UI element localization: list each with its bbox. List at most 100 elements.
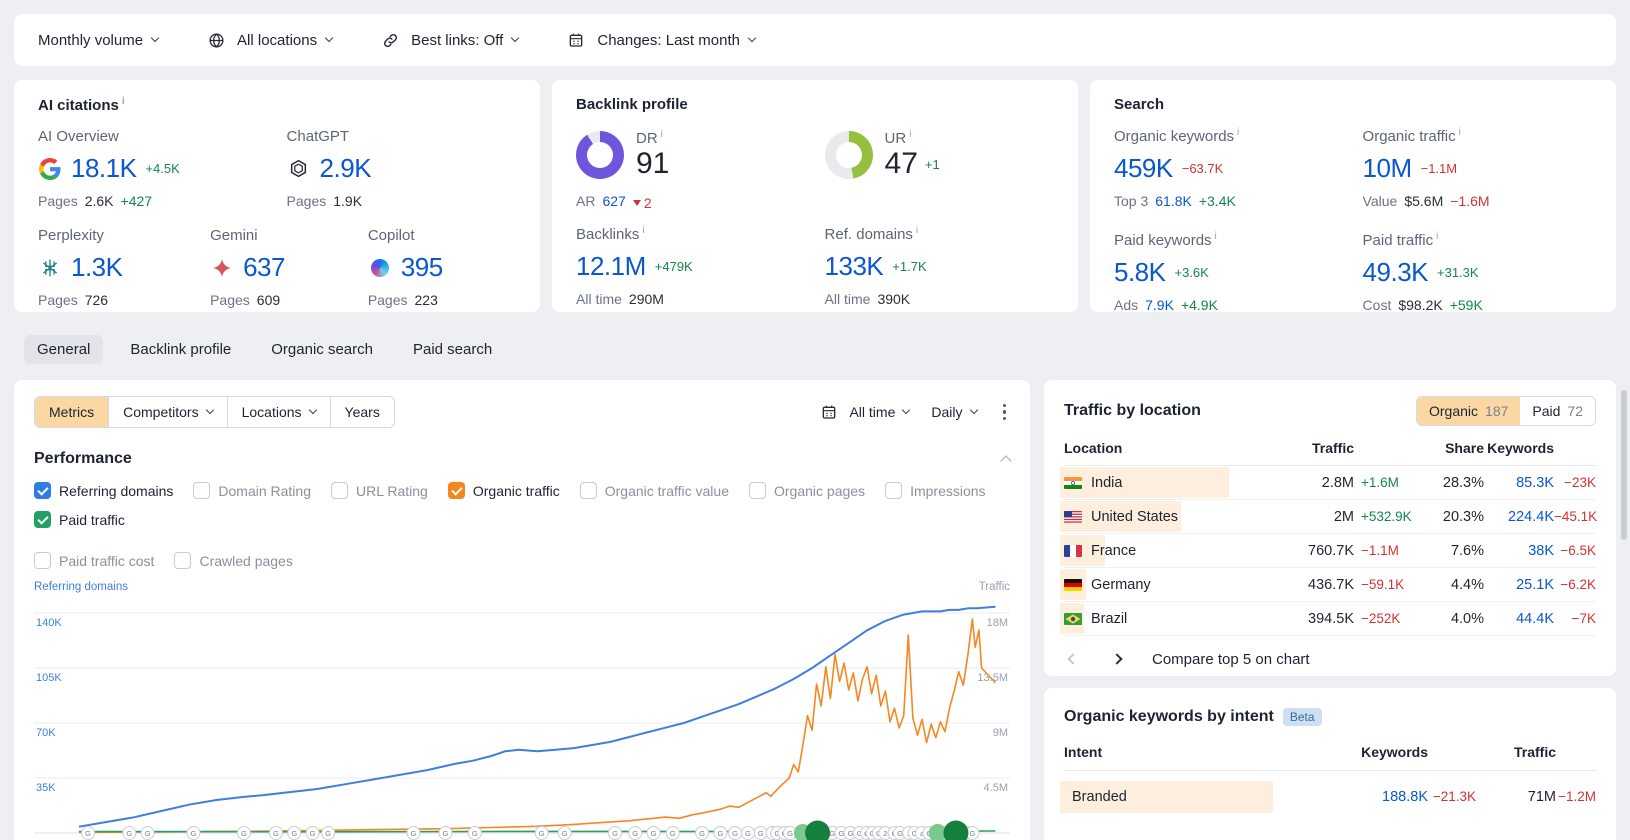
keywords-link[interactable]: 38K [1528, 542, 1554, 559]
intent-row-branded[interactable]: Branded 188.8K −21.3K 71M −1.2M [1060, 779, 1596, 815]
location-keywords: 44.4K −7K [1484, 611, 1596, 627]
paid-toggle-button[interactable]: Paid 72 [1520, 397, 1595, 425]
location-row-de[interactable]: Germany 436.7K −59.1K 4.4% 25.1K −6.2K [1060, 568, 1596, 602]
backlinks-alltime-value: 290M [628, 291, 664, 307]
info-icon: i [1458, 127, 1461, 138]
performance-chart[interactable]: 140K 18M 105K 13.5M 70K 9M 35K 4.5M G G G G G G G G G G G G… [34, 597, 1010, 840]
metric-checkbox-organic-traffic-value[interactable]: Organic traffic value [579, 482, 729, 499]
keywords-link[interactable]: 85.3K [1516, 474, 1554, 491]
filter-label: All locations [237, 31, 318, 49]
location-row-br[interactable]: Brazil 394.5K −252K 4.0% 44.4K −7K [1060, 602, 1596, 636]
metric-checkbox-paid-traffic-cost[interactable]: Paid traffic cost [34, 552, 154, 569]
svg-text:G: G [191, 829, 197, 838]
search-metric-1-value[interactable]: 10M [1362, 153, 1413, 183]
dr-value: 91 [636, 147, 670, 180]
tab-paid-search[interactable]: Paid search [412, 341, 493, 358]
segment-locations[interactable]: Locations [228, 397, 331, 427]
svg-text:G: G [126, 829, 132, 838]
filter-label: Monthly volume [38, 31, 144, 49]
search-metric-2-sub-value[interactable]: 7.9K [1145, 297, 1174, 313]
search-metric-3-value[interactable]: 49.3K [1362, 257, 1429, 287]
ai-metric-0-value[interactable]: 18.1K [71, 153, 137, 183]
search-metric-0-sub-value[interactable]: 61.8K [1155, 193, 1192, 209]
svg-text:G: G [651, 829, 657, 838]
ai-metric-4-value[interactable]: 395 [400, 252, 443, 282]
location-row-in[interactable]: India 2.8M +1.6M 28.3% 85.3K −23K [1060, 466, 1596, 500]
prev-page-button[interactable] [1064, 650, 1082, 668]
svg-text:G: G [732, 829, 738, 838]
metric-checkbox-crawled-pages[interactable]: Crawled pages [174, 552, 293, 569]
svg-text:G: G [472, 829, 478, 838]
svg-text:G: G [85, 829, 91, 838]
segment-metrics[interactable]: Metrics [35, 397, 110, 427]
search-metric-2-label: Paid keywords i [1114, 231, 1217, 249]
location-share: 4.4% [1450, 576, 1484, 593]
collapse-icon[interactable] [1000, 455, 1012, 467]
metric-checkbox-referring-domains[interactable]: Referring domains [34, 482, 173, 499]
keywords-link[interactable]: 25.1K [1516, 576, 1554, 593]
search-metric-2-value[interactable]: 5.8K [1114, 257, 1166, 287]
ar-value-link[interactable]: 627 [602, 193, 626, 209]
flag-icon-de [1064, 578, 1082, 591]
location-traffic: 760.7K −1.1M [1308, 542, 1399, 559]
segment-years[interactable]: Years [344, 404, 380, 420]
location-keywords: 224.4K −45.1K [1484, 508, 1597, 525]
refdomains-alltime-label: All time [824, 291, 871, 307]
search-metric-1-sub-change: −1.6M [1450, 193, 1490, 209]
search-metric-0-value[interactable]: 459K [1114, 153, 1173, 183]
metric-checkbox-domain-rating[interactable]: Domain Rating [193, 482, 311, 499]
overview-panel: Metrics Competitors Locations Years All tim… [14, 380, 1030, 840]
ai-metric-1-value[interactable]: 2.9K [319, 153, 372, 183]
tab-general[interactable]: General [24, 335, 104, 364]
location-traffic: 436.7K −59.1K [1308, 576, 1405, 593]
svg-text:G: G [717, 829, 723, 838]
search-metric-1-sub-value: $5.6M [1404, 193, 1444, 209]
filter-changes-last-month[interactable]: Changes: Last month [564, 28, 757, 52]
backlinks-value[interactable]: 12.1M [576, 251, 646, 281]
tab-backlink-profile[interactable]: Backlink profile [130, 341, 232, 358]
location-row-fr[interactable]: France 760.7K −1.1M 7.6% 38K −6.5K [1060, 534, 1596, 568]
metric-checkbox-url-rating[interactable]: URL Rating [331, 482, 428, 499]
segment-competitors[interactable]: Competitors [109, 397, 228, 427]
ai-metric-4: Copilot 395 Pages 223 [368, 227, 516, 308]
filter-all-locations[interactable]: All locations [204, 28, 334, 52]
chevron-down-icon [205, 405, 214, 415]
organic-toggle-button[interactable]: Organic 187 [1417, 397, 1521, 425]
chatgpt-icon [287, 157, 311, 181]
time-range-select[interactable]: All time [817, 400, 911, 424]
ai-metric-1-label: ChatGPT [286, 128, 350, 145]
ai-metric-4-valrow: 395 [368, 252, 516, 283]
search-metric-3-valrow: 49.3K +31.3K [1363, 257, 1592, 288]
more-options-button[interactable] [999, 400, 1011, 425]
refdomains-alltime-value: 390K [877, 291, 911, 307]
location-name: India [1064, 475, 1262, 491]
keywords-link[interactable]: 188.8K [1382, 789, 1428, 805]
metric-checkbox-organic-traffic[interactable]: Organic traffic [447, 482, 560, 499]
keywords-link[interactable]: 224.4K [1508, 508, 1554, 525]
filter-monthly-volume[interactable]: Monthly volume [38, 31, 160, 49]
checkbox-icon [174, 552, 192, 569]
filter-best-links-off[interactable]: Best links: Off [378, 28, 520, 52]
location-row-us[interactable]: United States 2M +532.9K 20.3% 224.4K −45.1K [1060, 500, 1597, 534]
left-axis-legend[interactable]: Referring domains [34, 581, 128, 593]
intent-keywords: 188.8K −21.3K [1316, 789, 1476, 805]
traffic-by-location-card: Traffic by location Organic 187 Paid 72 Lo… [1044, 380, 1616, 676]
triangle-down-icon [632, 200, 641, 206]
ai-metric-1-sub-label: Pages [286, 193, 327, 209]
metric-checkbox-paid-traffic[interactable]: Paid traffic [34, 511, 125, 528]
gemini-icon [210, 256, 234, 280]
granularity-select[interactable]: Daily [931, 404, 978, 420]
next-page-button[interactable] [1108, 650, 1126, 668]
metric-checkbox-impressions[interactable]: Impressions [885, 482, 986, 499]
ai-metric-3-value[interactable]: 637 [243, 252, 285, 282]
refdomains-value[interactable]: 133K [824, 251, 884, 281]
ai-metric-2-value[interactable]: 1.3K [71, 252, 123, 282]
tab-organic-search[interactable]: Organic search [271, 341, 373, 358]
compare-top5-link[interactable]: Compare top 5 on chart [1152, 650, 1310, 668]
scrollbar[interactable] [1621, 390, 1627, 540]
keywords-link[interactable]: 44.4K [1516, 610, 1554, 627]
ai-metric-3-sub: Pages 609 [210, 292, 368, 308]
metric-checkbox-organic-pages[interactable]: Organic pages [749, 482, 865, 499]
ai-metric-2-sub-value: 726 [84, 292, 109, 308]
svg-text:35K: 35K [36, 782, 56, 794]
